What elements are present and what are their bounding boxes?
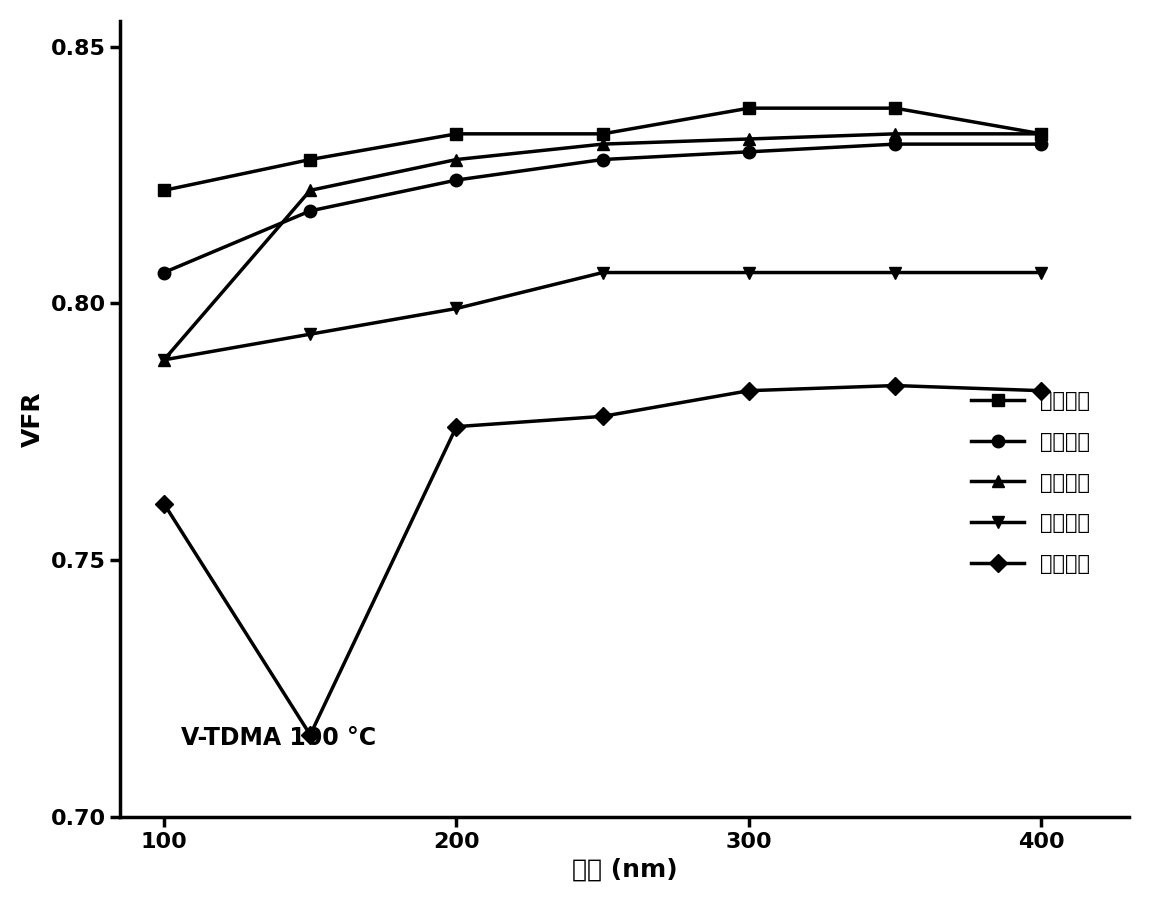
大豆秸秵 [304,206,317,216]
大豆秸秵 [596,154,610,165]
棉花秸秵 [742,103,756,114]
小麦秸秵 [596,411,610,422]
Line: 棉花秸秵: 棉花秸秵 [158,102,1048,197]
大豆秸秵 [888,139,902,150]
Line: 水稻秸秵: 水稻秸秵 [158,266,1048,366]
棉花秸秵 [1035,128,1049,139]
小麦秸秵 [450,421,463,432]
Line: 大豆秸秵: 大豆秸秵 [158,138,1048,279]
玉米秸秵 [158,354,171,365]
大豆秸秵 [450,175,463,186]
Line: 小麦秸秵: 小麦秸秵 [158,380,1048,741]
水稻秸秵 [450,303,463,314]
水稻秸秵 [888,267,902,278]
小麦秸秵 [304,730,317,741]
小麦秸秵 [1035,385,1049,396]
玉米秸秵 [1035,128,1049,139]
玉米秸秵 [742,133,756,144]
水稻秸秵 [158,354,171,365]
X-axis label: 粒径 (nm): 粒径 (nm) [572,857,677,881]
棉花秸秵 [450,128,463,139]
大豆秸秵 [1035,139,1049,150]
棉花秸秵 [304,154,317,165]
棉花秸秵 [158,185,171,196]
Text: V-TDMA 100 °C: V-TDMA 100 °C [181,726,376,750]
Legend: 棉花秸秵, 大豆秸秵, 玉米秸秵, 水稻秸秵, 小麦秸秵: 棉花秸秵, 大豆秸秵, 玉米秸秵, 水稻秸秵, 小麦秸秵 [964,382,1098,583]
玉米秸秵 [450,154,463,165]
Y-axis label: VFR: VFR [21,391,45,446]
玉米秸秵 [888,128,902,139]
棉花秸秵 [888,103,902,114]
玉米秸秵 [304,185,317,196]
棉花秸秵 [596,128,610,139]
小麦秸秵 [888,380,902,391]
水稻秸秵 [596,267,610,278]
小麦秸秵 [742,385,756,396]
Line: 玉米秸秵: 玉米秸秵 [158,127,1048,366]
玉米秸秵 [596,139,610,150]
水稻秸秵 [304,328,317,339]
水稻秸秵 [1035,267,1049,278]
水稻秸秵 [742,267,756,278]
小麦秸秵 [158,498,171,509]
大豆秸秵 [742,146,756,157]
大豆秸秵 [158,267,171,278]
